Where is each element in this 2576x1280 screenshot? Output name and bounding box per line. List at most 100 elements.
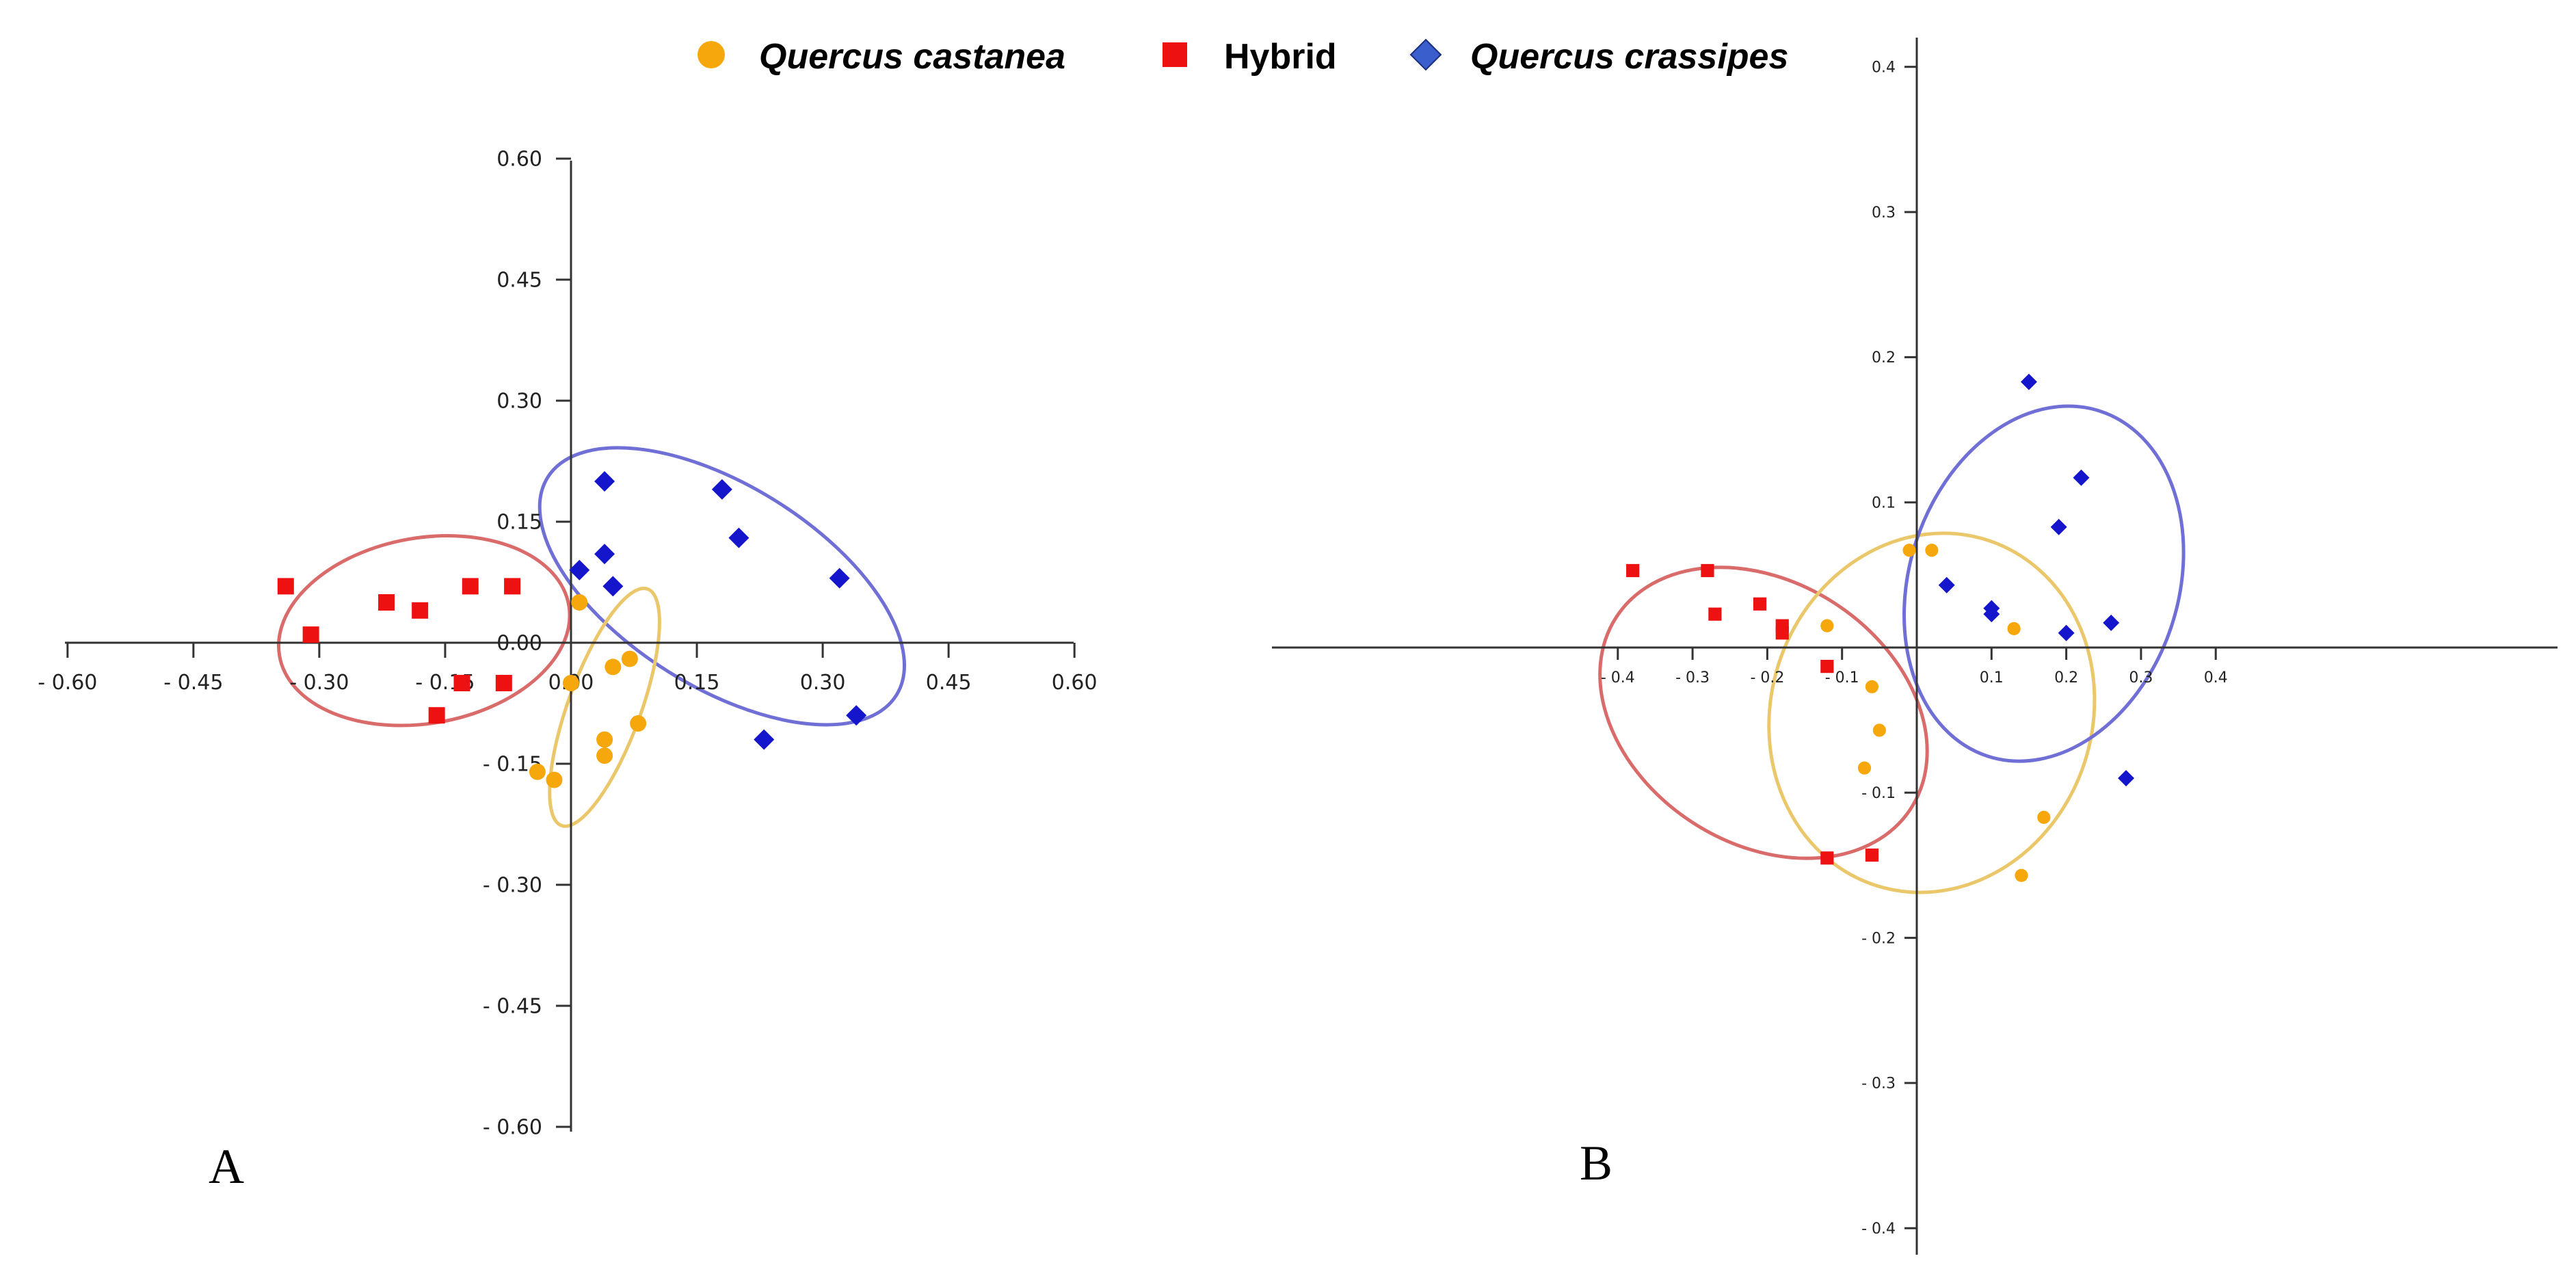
panel-a-points: [277, 471, 867, 788]
panel-b-point-hybrid: [1820, 659, 1834, 674]
panel-b-x-tick-label: 0.3: [2129, 669, 2153, 686]
panel-b-point-crassipes: [2073, 469, 2090, 486]
panel-b-point-hybrid: [1865, 848, 1879, 862]
panel-b-point-crassipes: [1983, 606, 2000, 623]
panel-b-point-castanea: [1902, 544, 1916, 557]
panel-a-y-tick-label: - 0.30: [483, 874, 542, 898]
panel-a-x-tick-label: 0.45: [926, 671, 972, 695]
panel-b-x-tick-label: 0.1: [1980, 669, 2004, 686]
panel-a-y-tick-label: - 0.60: [483, 1116, 542, 1140]
panel-b-point-castanea: [2037, 810, 2051, 824]
panel-b-y-tick-label: 0.4: [1872, 59, 1896, 77]
panel-b-y-tick-label: 0.1: [1872, 494, 1896, 511]
panel-b-point-castanea: [1820, 619, 1834, 632]
panel-b-point-hybrid: [1701, 563, 1714, 578]
panel-b-x-tick-label: - 0.4: [1601, 669, 1635, 686]
panel-b-point-castanea: [2015, 868, 2028, 882]
panel-a-point-crassipes: [602, 576, 624, 597]
panel-a-point-crassipes: [728, 527, 749, 548]
panel-a-y-tick-label: - 0.45: [483, 995, 542, 1019]
panel-a-point-hybrid: [428, 707, 445, 724]
panel-b-y-tick-label: 0.2: [1872, 349, 1896, 366]
panel-a-point-hybrid: [412, 602, 429, 619]
panel-a-plot: - 0.60- 0.45- 0.30- 0.150.000.150.300.45…: [38, 148, 1097, 1140]
panel-a-point-crassipes: [594, 544, 615, 565]
panel-b-point-castanea: [2007, 622, 2021, 636]
panel-a-x-tick-label: - 0.60: [38, 671, 97, 695]
panel-a-point-castanea: [546, 771, 563, 788]
panel-b-x-tick-label: - 0.2: [1750, 669, 1784, 686]
panel-a-label: A: [209, 1139, 244, 1194]
panel-b-y-tick-label: - 0.2: [1861, 930, 1896, 947]
panel-a-point-castanea: [563, 675, 579, 691]
legend-entry-hybrid: Hybrid: [1163, 37, 1337, 77]
panel-b-y-tick-label: - 0.3: [1861, 1076, 1896, 1093]
panel-b-point-hybrid: [1820, 851, 1834, 865]
legend: Quercus castanea Hybrid Quercus crassipe…: [698, 37, 1788, 77]
panel-a-point-hybrid: [277, 578, 294, 595]
legend-label-hybrid: Hybrid: [1224, 37, 1337, 77]
panel-a-point-hybrid: [453, 675, 470, 691]
panel-a-point-hybrid: [504, 578, 521, 595]
panel-b-x-tick-label: 0.2: [2054, 669, 2078, 686]
panel-a-y-tick-label: 0.15: [496, 511, 542, 535]
panel-a-point-crassipes: [846, 705, 867, 726]
panel-b-ticks: - 0.4 - 0.3 - 0.2 - 0.1 0.1 0.2 0.3 0.4 0.4 0.3 0.…: [1601, 59, 2228, 1238]
panel-a-y-tick-label: 0.30: [496, 390, 542, 414]
panel-b-points: [1626, 373, 2135, 882]
panel-a-point-castanea: [596, 747, 613, 764]
legend-entry-castanea: Quercus castanea: [698, 37, 1065, 77]
panel-a-x-tick-label: 0.30: [800, 671, 846, 695]
panel-a-y-tick-label: 0.00: [496, 632, 542, 656]
panel-b-ellipse-hybrid: [1598, 565, 1929, 860]
panel-b-y-tick-label: - 0.1: [1861, 785, 1896, 802]
panel-b-point-castanea: [1865, 680, 1879, 693]
panel-b-point-hybrid: [1708, 607, 1722, 621]
legend-entry-crassipes: Quercus crassipes: [1409, 37, 1788, 77]
panel-b-point-castanea: [1925, 544, 1939, 557]
panel-a-x-tick-label: - 0.30: [289, 671, 349, 695]
panel-b-point-crassipes: [2103, 614, 2120, 631]
panel-b-point-crassipes: [2058, 624, 2075, 641]
panel-a-x-tick-label: 0.15: [674, 671, 720, 695]
legend-label-castanea: Quercus castanea: [759, 37, 1065, 77]
panel-a-y-tick-label: 0.45: [496, 269, 542, 293]
legend-marker-crassipes: [1409, 38, 1442, 71]
panel-a-x-tick-label: 0.60: [1052, 671, 1098, 695]
panel-b-point-hybrid: [1753, 597, 1767, 611]
panel-b-point-hybrid: [1775, 626, 1789, 640]
panel-a-point-hybrid: [495, 675, 512, 691]
panel-b-ellipse-castanea: [1767, 531, 2097, 894]
panel-a-point-crassipes: [754, 729, 775, 750]
panel-b-plot: - 0.4 - 0.3 - 0.2 - 0.1 0.1 0.2 0.3 0.4 0.4 0.3 0.…: [1272, 38, 2558, 1255]
legend-marker-hybrid: [1163, 42, 1187, 67]
panel-b-point-hybrid: [1626, 563, 1640, 578]
panel-a-y-tick-label: 0.60: [496, 148, 542, 172]
panel-a-point-castanea: [529, 763, 546, 780]
panel-a-point-crassipes: [711, 479, 732, 500]
panel-b-y-tick-label: - 0.4: [1861, 1221, 1896, 1238]
panel-a-point-hybrid: [462, 578, 479, 595]
panel-a-point-crassipes: [594, 471, 615, 492]
panel-b-point-crassipes: [2020, 373, 2037, 390]
panel-a-point-castanea: [621, 650, 638, 667]
panel-a-point-castanea: [605, 658, 622, 676]
panel-a-point-crassipes: [829, 568, 850, 589]
panel-a-point-hybrid: [378, 594, 395, 611]
panel-b-x-tick-label: 0.4: [2204, 669, 2228, 686]
panel-b-label: B: [1580, 1136, 1612, 1190]
panel-a-point-crassipes: [569, 559, 590, 581]
panel-a-point-castanea: [596, 731, 613, 748]
panel-b-point-castanea: [1872, 723, 1886, 737]
legend-label-crassipes: Quercus crassipes: [1470, 37, 1788, 77]
panel-a-point-castanea: [571, 594, 588, 611]
panel-b-axes: [1272, 38, 2558, 1255]
panel-b-y-tick-label: 0.3: [1872, 204, 1896, 222]
panel-b-point-crassipes: [2050, 518, 2067, 535]
panel-a-ellipse-crassipes: [537, 446, 907, 727]
panel-a-x-tick-label: - 0.45: [163, 671, 223, 695]
legend-marker-castanea: [698, 41, 725, 68]
panel-b-point-crassipes: [1938, 576, 1955, 594]
